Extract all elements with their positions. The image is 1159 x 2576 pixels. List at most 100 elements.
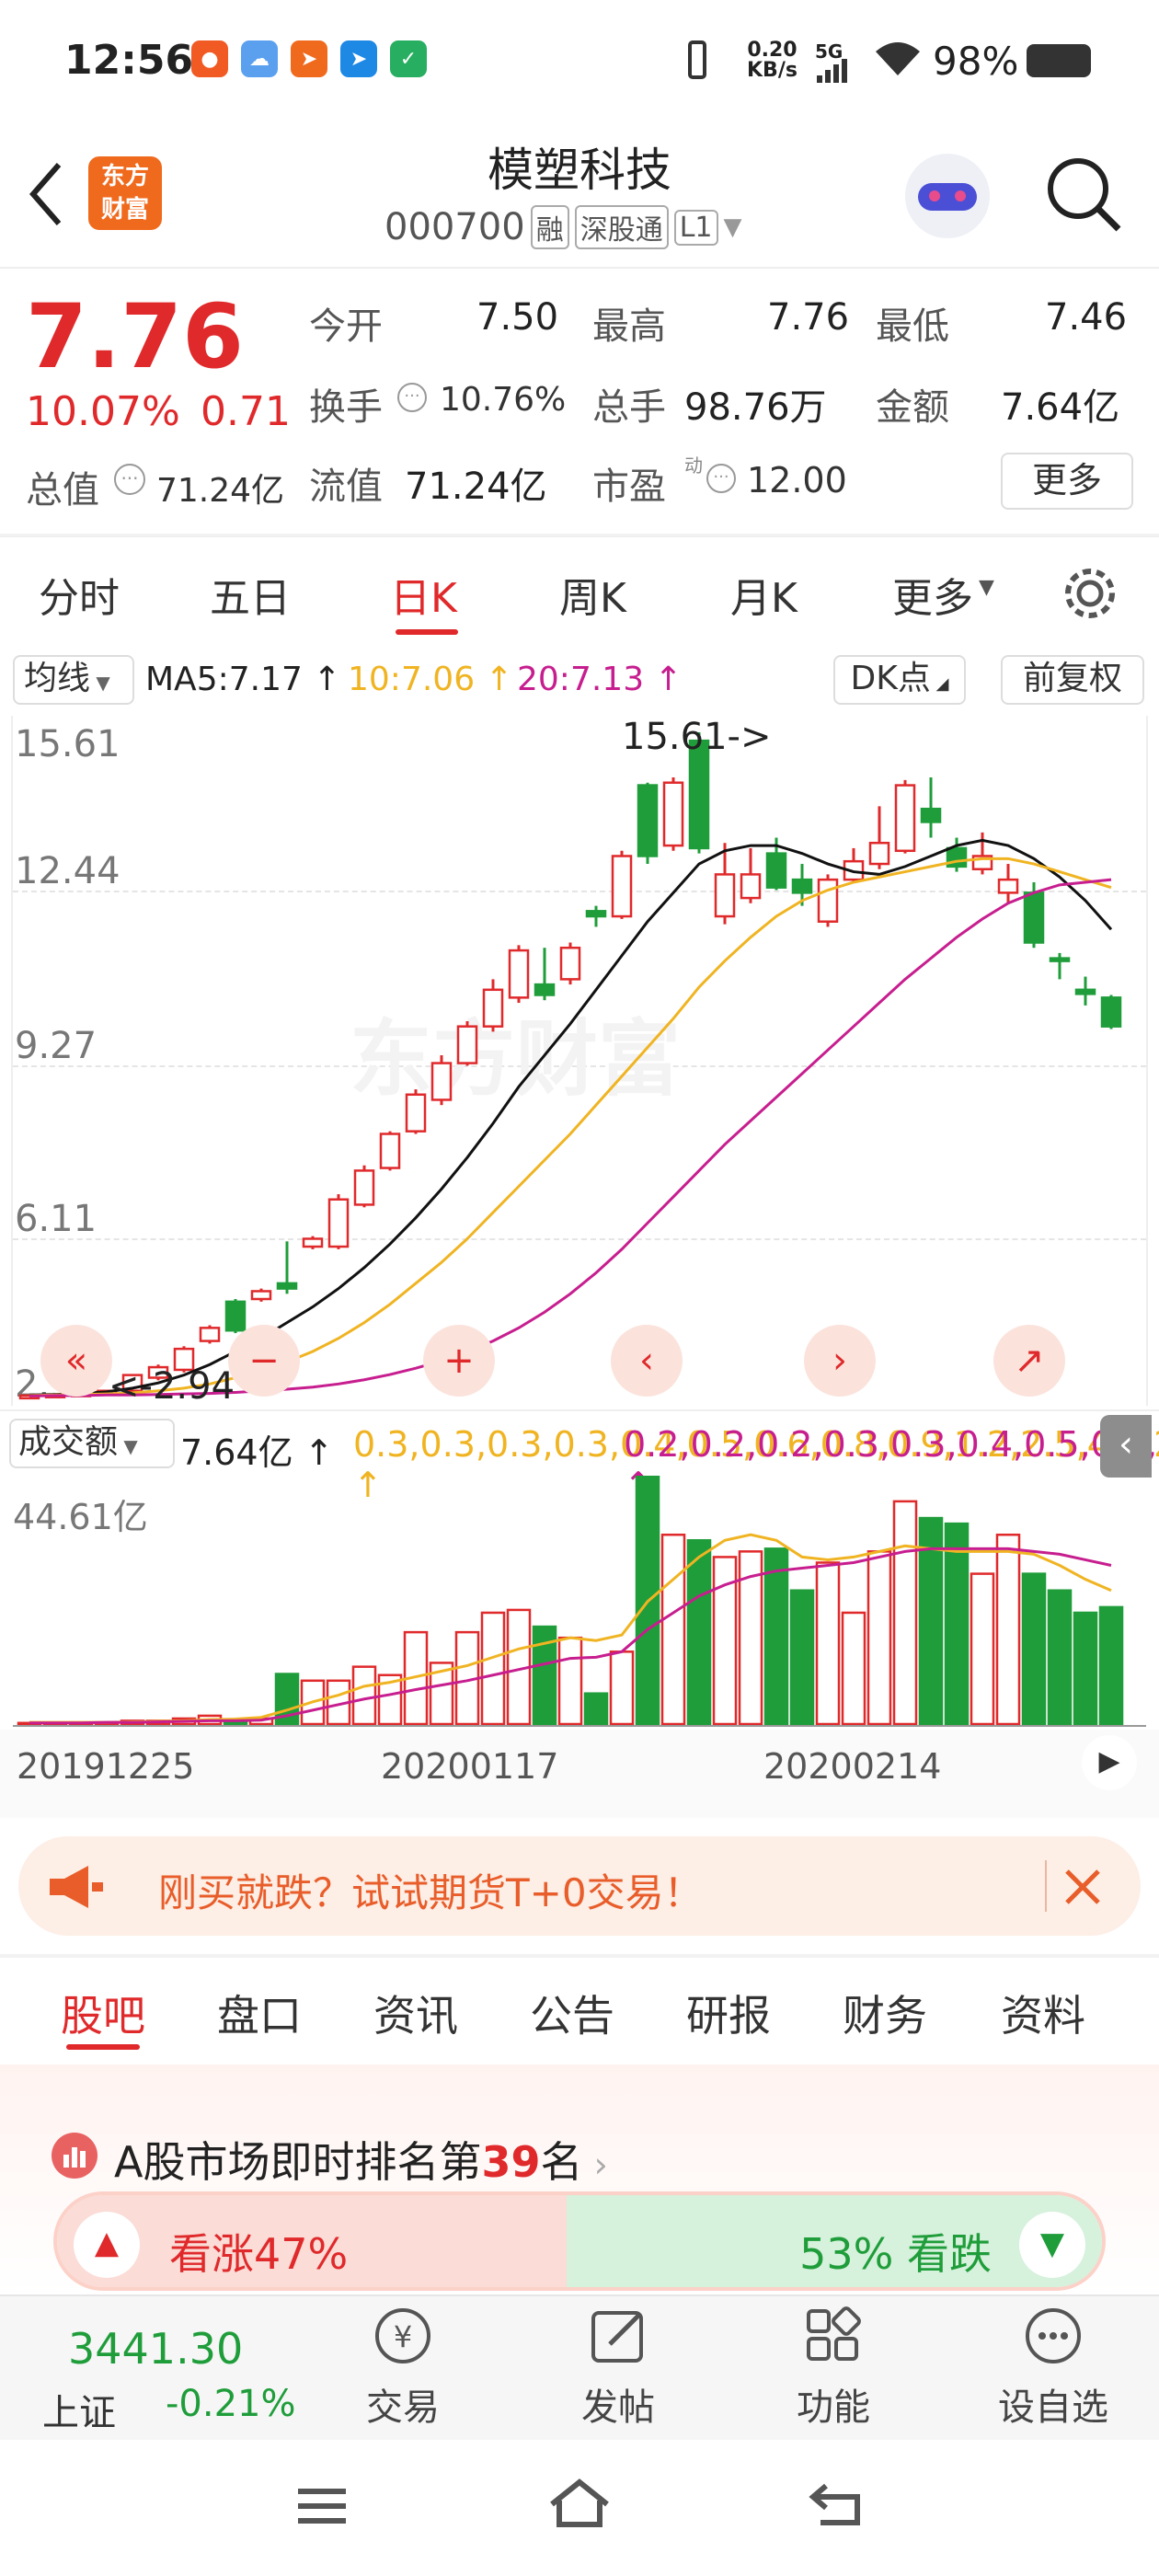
candle bbox=[637, 782, 659, 865]
volume-bar bbox=[944, 1522, 970, 1726]
tab-five-day[interactable]: 五日 bbox=[210, 575, 291, 622]
candle-body bbox=[173, 1347, 195, 1372]
back-arrow-icon[interactable] bbox=[26, 161, 66, 227]
more-quote-button[interactable]: 更多 bbox=[1001, 453, 1133, 510]
bullish-text: 看涨47% bbox=[169, 2221, 348, 2282]
volume-bar bbox=[789, 1589, 815, 1726]
candle-body bbox=[482, 988, 504, 1028]
ma5-line bbox=[29, 838, 1113, 1397]
volume-indicator-select[interactable]: 成交额 ▼ bbox=[9, 1419, 175, 1468]
turnover-value: 10.76% bbox=[440, 381, 567, 419]
dk-point-button[interactable]: DK点 ◢ bbox=[833, 655, 966, 705]
candle bbox=[1074, 976, 1096, 1006]
candle bbox=[1049, 952, 1071, 980]
info-icon[interactable]: ··· bbox=[114, 464, 145, 495]
tab-guba[interactable]: 股吧 bbox=[61, 1991, 145, 2041]
candle bbox=[405, 1089, 427, 1134]
tab-news[interactable]: 资讯 bbox=[373, 1991, 458, 2041]
nav-trade[interactable]: ¥ 交易 bbox=[348, 2304, 458, 2431]
tab-finance[interactable]: 财务 bbox=[843, 1991, 927, 2041]
tab-weekly-k[interactable]: 周K bbox=[559, 575, 626, 622]
candle-body bbox=[302, 1237, 324, 1248]
nav-functions-label: 功能 bbox=[797, 2386, 870, 2429]
volume-bar bbox=[609, 1650, 635, 1726]
ma5-readout: MA5:7.17 ↑ bbox=[145, 661, 341, 698]
kline-chart[interactable]: 东方财富 15.61 12.44 9.27 6.11 2.94 15.61-> … bbox=[0, 716, 1159, 1408]
dk-label: DK点 bbox=[850, 660, 931, 697]
candle-body bbox=[224, 1300, 247, 1332]
sentiment-bar[interactable]: ▲ 看涨47% 53% 看跌 ▼ bbox=[53, 2191, 1106, 2291]
tab-research[interactable]: 研报 bbox=[686, 1991, 771, 2041]
tab-pankou[interactable]: 盘口 bbox=[217, 1991, 302, 2041]
tab-monthly-k[interactable]: 月K bbox=[730, 575, 798, 622]
pe-info-icon[interactable]: ··· bbox=[706, 464, 736, 493]
volume-header: 成交额 ▼ 7.64亿 ↑ 0.3,0.3,0.3,0.3,0.4,0.5,0.… bbox=[0, 1409, 1159, 1505]
turnover-info-icon[interactable]: ··· bbox=[397, 383, 427, 412]
close-icon[interactable] bbox=[1061, 1866, 1104, 1908]
y-tick-2: 12.44 bbox=[15, 850, 120, 892]
adjust-rights-button[interactable]: 前复权 bbox=[1001, 655, 1144, 705]
net-speed-unit: KB/s bbox=[747, 59, 798, 82]
candle-body bbox=[534, 983, 556, 996]
bullish-arrow-icon[interactable]: ▲ bbox=[74, 2212, 140, 2278]
settings-gear-icon[interactable] bbox=[1060, 563, 1120, 624]
nav-post[interactable]: 发帖 bbox=[563, 2304, 673, 2431]
play-icon[interactable]: ▶ bbox=[1082, 1735, 1137, 1790]
menu-icon[interactable] bbox=[294, 2484, 350, 2530]
stock-code-row[interactable]: 000700 融 深股通 L1 ▼ bbox=[384, 205, 742, 249]
tab-intraday[interactable]: 分时 bbox=[39, 575, 120, 622]
candle-body bbox=[585, 910, 607, 918]
candle bbox=[276, 1241, 298, 1294]
status-time: 12:56 bbox=[64, 37, 194, 84]
y-tick-4: 6.11 bbox=[15, 1198, 98, 1240]
app-notification-icon: ● bbox=[191, 40, 228, 77]
ma20-line bbox=[29, 878, 1112, 1397]
collapse-panel-icon[interactable]: ‹ bbox=[1100, 1415, 1152, 1478]
index-value[interactable]: 3441.30 bbox=[68, 2324, 244, 2374]
pe-value: 12.00 bbox=[747, 460, 847, 500]
ranking-text[interactable]: A股市场即时排名第39名 › bbox=[114, 2137, 608, 2187]
tab-announcements[interactable]: 公告 bbox=[530, 1991, 614, 2041]
candle bbox=[843, 847, 865, 882]
futures-banner[interactable]: 刚买就跌？试试期货T+0交易！ bbox=[18, 1836, 1141, 1936]
last-price: 7.76 bbox=[26, 285, 244, 388]
stock-name[interactable]: 模塑科技 bbox=[488, 144, 671, 197]
megaphone-icon bbox=[50, 1866, 103, 1908]
back-icon[interactable] bbox=[808, 2478, 868, 2530]
zoom-in-icon[interactable]: + bbox=[423, 1325, 495, 1397]
indicator-select[interactable]: 均线 ▼ bbox=[13, 655, 134, 705]
candle-body bbox=[405, 1093, 427, 1133]
ma10-value: 10:7.06 bbox=[348, 661, 476, 698]
candle-body bbox=[765, 852, 787, 889]
candle bbox=[714, 843, 736, 925]
volume-bar bbox=[480, 1611, 506, 1726]
scroll-left-icon[interactable]: ‹ bbox=[611, 1325, 683, 1397]
logo-line1: 东方 bbox=[100, 163, 149, 190]
scroll-right-icon[interactable]: › bbox=[804, 1325, 876, 1397]
forum-summary: A股市场即时排名第39名 › ▲ 看涨47% 53% 看跌 ▼ bbox=[0, 2064, 1159, 2294]
nav-functions[interactable]: 功能 bbox=[778, 2304, 889, 2431]
volume-readout: 7.64亿 ↑ bbox=[180, 1432, 334, 1473]
eastmoney-logo[interactable]: 东方 财富 bbox=[88, 156, 162, 230]
bullish-label: 看涨 bbox=[169, 2229, 254, 2279]
nav-add-watchlist-label: 设自选 bbox=[998, 2386, 1108, 2429]
sub-tab-underline bbox=[66, 2044, 140, 2050]
index-name: 上证 bbox=[42, 2392, 116, 2434]
tab-daily-k[interactable]: 日K bbox=[390, 575, 457, 622]
zoom-out-icon[interactable]: − bbox=[228, 1325, 300, 1397]
candle-body bbox=[688, 739, 710, 850]
volume-chart[interactable]: 44.61亿 bbox=[0, 1476, 1159, 1733]
search-icon[interactable] bbox=[1045, 155, 1124, 235]
bearish-arrow-icon[interactable]: ▼ bbox=[1019, 2212, 1085, 2278]
scroll-left-fast-icon[interactable]: « bbox=[40, 1325, 112, 1397]
robot-assistant-icon[interactable] bbox=[905, 154, 990, 238]
y-tick-3: 9.27 bbox=[15, 1025, 98, 1067]
tab-profile[interactable]: 资料 bbox=[1001, 1991, 1085, 2041]
candle bbox=[1100, 995, 1122, 1029]
cloud-notification-icon: ☁ bbox=[241, 40, 278, 77]
home-icon[interactable] bbox=[546, 2477, 613, 2532]
nav-add-watchlist[interactable]: 设自选 bbox=[984, 2304, 1122, 2431]
tab-more[interactable]: 更多 bbox=[892, 575, 973, 622]
candle bbox=[662, 777, 684, 851]
fullscreen-icon[interactable]: ↗ bbox=[993, 1325, 1065, 1397]
